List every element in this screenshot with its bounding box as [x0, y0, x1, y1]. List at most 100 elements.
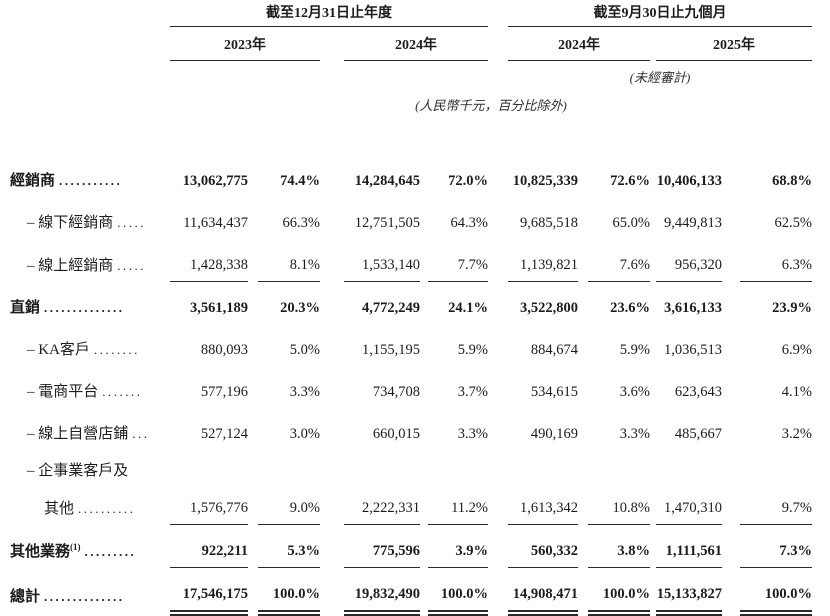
percent-cell: 7.6% [588, 239, 650, 282]
percent-cell: 4.1% [781, 384, 812, 400]
value-cell: 490,169 [530, 426, 578, 442]
value-cell: 13,062,775 [182, 173, 248, 189]
value-cell: 560,332 [508, 524, 578, 568]
value-cell: 884,674 [530, 342, 578, 358]
value-cell: 1,155,195 [362, 342, 420, 358]
value-cell: 485,667 [674, 426, 722, 442]
row-label: – 電商平台....... [27, 384, 143, 400]
value-cell: 10,406,133 [656, 173, 722, 189]
value-cell: 956,320 [656, 239, 722, 282]
percent-cell: 3.7% [457, 384, 488, 400]
percent-cell: 100.0% [428, 567, 488, 616]
value-cell: 14,284,645 [354, 173, 420, 189]
dot-leader: .......... [78, 500, 136, 516]
value-cell: 1,613,342 [508, 482, 578, 525]
percent-cell: 6.9% [781, 342, 812, 358]
percent-cell: 7.3% [740, 524, 812, 568]
percent-cell: 64.3% [450, 215, 488, 231]
value-cell: 1,576,776 [170, 482, 248, 525]
value-cell: 19,832,490 [344, 567, 420, 616]
percent-cell: 72.0% [448, 173, 488, 189]
dot-leader: ... [132, 426, 150, 441]
percent-cell: 7.7% [428, 239, 488, 282]
percent-cell: 10.8% [588, 482, 650, 525]
percent-cell: 74.4% [280, 173, 320, 189]
row-label: 其他.......... [44, 500, 136, 517]
percent-cell: 3.2% [781, 426, 812, 442]
percent-cell: 100.0% [588, 567, 650, 616]
value-cell: 12,751,505 [354, 215, 420, 231]
year-column-header-9m2025: 2025年 [656, 26, 812, 61]
percent-cell: 3.6% [619, 384, 650, 400]
row-label: – KA客戶........ [27, 342, 140, 358]
percent-cell: 8.1% [258, 239, 320, 282]
row-label: 經銷商........... [10, 173, 123, 189]
dot-leader: .............. [44, 300, 125, 315]
value-cell: 660,015 [372, 426, 420, 442]
dot-leader: ........ [93, 342, 140, 357]
year-column-header-9m2024: 2024年 [508, 26, 650, 61]
dot-leader: ........... [59, 173, 123, 188]
table-row-online-self-operated-stores: – 線上自營店鋪... 527,124 3.0% 660,015 3.3% 49… [0, 408, 830, 450]
unaudited-note: (未經審計) [629, 69, 691, 85]
header-body-spacer [0, 117, 830, 155]
percent-cell: 100.0% [740, 567, 812, 616]
value-cell: 527,124 [200, 426, 248, 442]
value-cell: 1,428,338 [170, 239, 248, 282]
row-label: 直銷.............. [10, 300, 125, 316]
percent-cell: 5.9% [457, 342, 488, 358]
period-group-header-fy: 截至12月31日止年度 [170, 0, 488, 27]
value-cell: 1,470,310 [656, 482, 722, 525]
value-cell: 11,634,437 [183, 215, 248, 231]
percent-cell: 23.6% [610, 300, 650, 316]
row-label: 總計.............. [10, 589, 125, 605]
table-row-offline-distributors: – 線下經銷商..... 11,634,437 66.3% 12,751,505… [0, 197, 830, 239]
year-header-row: 2023年 2024年 2024年 2025年 [0, 26, 830, 61]
value-cell: 9,685,518 [520, 215, 578, 231]
value-cell: 17,546,175 [170, 567, 248, 616]
value-cell: 15,133,827 [656, 567, 722, 616]
table-row-enterprise-customers-line2: 其他.......... 1,576,776 9.0% 2,222,331 11… [0, 482, 830, 525]
percent-cell: 3.9% [428, 524, 488, 568]
value-cell: 3,522,800 [520, 300, 578, 316]
table-row-enterprise-customers-line1: – 企事業客戶及 [0, 450, 830, 482]
percent-cell: 3.3% [619, 426, 650, 442]
percent-cell: 65.0% [612, 215, 650, 231]
percent-cell: 6.3% [740, 239, 812, 282]
value-cell: 2,222,331 [344, 482, 420, 525]
period-group-header-9m: 截至9月30日止九個月 [508, 0, 812, 27]
table-row-direct-sales: 直銷.............. 3,561,189 20.3% 4,772,2… [0, 282, 830, 325]
dot-leader: ....... [102, 384, 143, 399]
percent-cell: 62.5% [774, 215, 812, 231]
percent-cell: 3.0% [289, 426, 320, 442]
row-label: – 企事業客戶及 [27, 463, 129, 479]
value-cell: 10,825,339 [512, 173, 578, 189]
value-cell: 3,616,133 [664, 300, 722, 316]
row-label: – 線下經銷商..... [27, 215, 147, 231]
value-cell: 9,449,813 [664, 215, 722, 231]
percent-cell: 72.6% [610, 173, 650, 189]
percent-cell: 3.3% [457, 426, 488, 442]
table-row-other-businesses: 其他業務(1)......... 922,211 5.3% 775,596 3.… [0, 524, 830, 568]
value-cell: 534,615 [530, 384, 578, 400]
value-cell: 14,908,471 [508, 567, 578, 616]
row-label: – 線上自營店鋪... [27, 426, 150, 442]
value-cell: 922,211 [170, 524, 248, 568]
row-label: 其他業務(1)......... [10, 541, 137, 560]
year-column-header-2023: 2023年 [170, 26, 320, 61]
percent-cell: 68.8% [772, 173, 812, 189]
value-cell: 1,036,513 [664, 342, 722, 358]
value-cell: 623,643 [674, 384, 722, 400]
row-label: – 線上經銷商..... [27, 257, 147, 274]
percent-cell: 5.0% [289, 342, 320, 358]
dot-leader: .............. [44, 589, 125, 604]
table-row-total: 總計.............. 17,546,175 100.0% 19,83… [0, 567, 830, 616]
percent-cell: 23.9% [772, 300, 812, 316]
percent-cell: 9.7% [740, 482, 812, 525]
percent-cell: 100.0% [258, 567, 320, 616]
table-row-ka-customers: – KA客戶........ 880,093 5.0% 1,155,195 5.… [0, 324, 830, 366]
percent-cell: 5.9% [619, 342, 650, 358]
percent-cell: 66.3% [282, 215, 320, 231]
period-group-row: 截至12月31日止年度 截至9月30日止九個月 [0, 0, 830, 27]
